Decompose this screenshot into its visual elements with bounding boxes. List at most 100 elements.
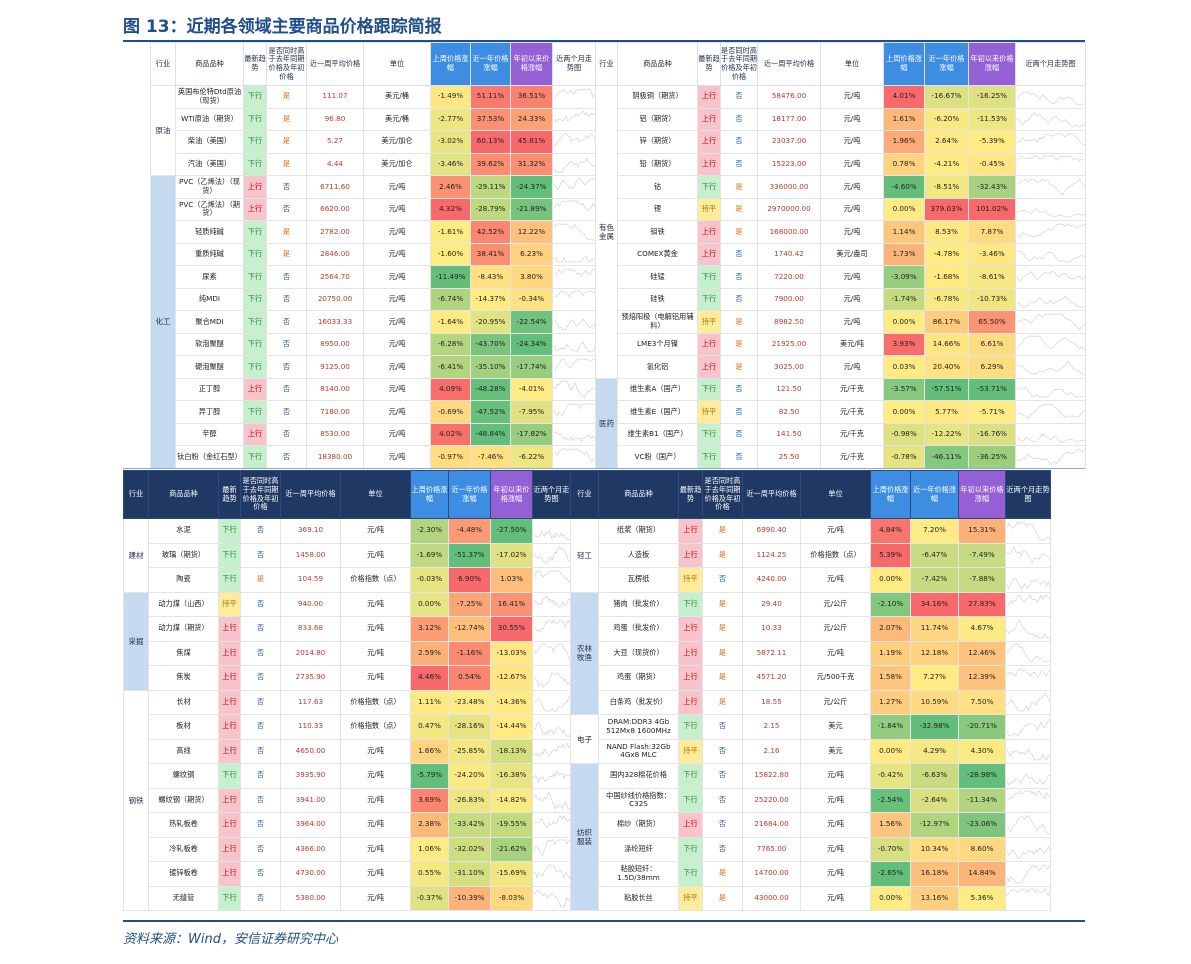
- weekly-change: 4.09%: [430, 377, 471, 402]
- unit: 元/吨: [340, 763, 411, 789]
- commodity-name: 维生素E（国产）: [617, 400, 698, 424]
- ytd-change: -11.53%: [968, 107, 1016, 132]
- ytd-change: -0.34%: [510, 287, 553, 312]
- column-header: 近一周平均价格: [742, 470, 801, 519]
- unit: 美元/吨: [820, 332, 884, 357]
- weekly-change: -2.65%: [870, 861, 911, 887]
- commodity-name: 锌（期货）: [617, 130, 698, 154]
- sparkline: [552, 355, 596, 379]
- avg-price: 21684.00: [742, 812, 801, 838]
- trend-badge: 上行: [218, 640, 241, 666]
- ytd-change: 6.29%: [968, 355, 1016, 379]
- trend-badge: 下行: [243, 287, 267, 312]
- commodity-name: 重质纯碱: [175, 242, 244, 267]
- commodity-name: 氢化铝: [617, 355, 698, 379]
- avg-price: 5872.11: [742, 640, 801, 666]
- sparkline: [552, 175, 596, 199]
- yearly-change: -25.85%: [448, 738, 491, 764]
- table-row: 维生素B1（国产） 下行否 141.50 元/千克 -0.98% -12.22% -16.7…: [596, 422, 1086, 447]
- commodity-name: 镀锌板卷: [148, 861, 219, 887]
- unit: 元/吨: [363, 265, 431, 289]
- avg-price: 3941.00: [280, 787, 341, 813]
- table-row: 纯MDI 下行否 20750.00 元/吨 -6.74% -14.37% -0.34%: [151, 287, 596, 312]
- unit: 元/吨: [820, 85, 884, 109]
- weekly-change: 4.46%: [410, 665, 449, 691]
- trend-badge: 上行: [697, 332, 721, 357]
- sparkline: [1005, 665, 1051, 691]
- avg-price: 6620.00: [306, 197, 364, 222]
- sparkline: [1015, 422, 1086, 447]
- weekly-change: 0.47%: [410, 714, 449, 740]
- weekly-change: -1.69%: [410, 542, 449, 568]
- sparkline: [532, 640, 571, 666]
- avg-price: 15822.80: [742, 763, 801, 789]
- header-row: 行业 商品品种 最新趋势 是否同时高于去年同期价格及年初价格 近一周平均价格 单位 上周价格…: [595, 42, 1086, 86]
- weekly-change: -6.28%: [430, 332, 471, 357]
- column-header: 近一周平均价格: [757, 42, 821, 86]
- column-header: 是否同时高于去年同期价格及年初价格: [266, 42, 307, 86]
- above-flag: 是: [702, 640, 743, 666]
- unit: 元/公斤: [800, 591, 871, 617]
- sparkline: [552, 152, 596, 177]
- avg-price: 7765.00: [742, 836, 801, 862]
- sparkline: [1005, 836, 1051, 862]
- above-flag: 否: [266, 310, 307, 334]
- trend-badge: 下行: [697, 265, 721, 289]
- table-row: 维生素E（国产） 持平否 82.50 元/千克 0.00% 5.77% -5.71%: [596, 400, 1086, 424]
- ytd-change: 31.32%: [510, 152, 553, 177]
- yearly-change: -7.46%: [470, 445, 511, 469]
- ytd-change: 7.50%: [958, 689, 1006, 715]
- unit: 元/吨: [800, 518, 871, 544]
- yearly-change: -14.37%: [470, 287, 511, 312]
- unit: 元/吨: [800, 640, 871, 666]
- unit: 美元/盎司: [820, 242, 884, 267]
- table-row: 粘胶短纤：1.5D/38mm 下行是 14700.00 元/吨 -2.65% 16.18%…: [571, 861, 1051, 887]
- industry-label: 原油: [150, 84, 176, 177]
- commodity-name: 聚合MDI: [175, 310, 244, 334]
- weekly-change: -11.49%: [430, 265, 471, 289]
- sparkline: [1015, 85, 1086, 109]
- ytd-change: -16.38%: [490, 763, 533, 789]
- above-flag: 是: [240, 567, 281, 593]
- table-row: 轻质纯碱 下行是 2782.00 元/吨 -1.61% 42.52% 12.22%: [151, 220, 596, 244]
- column-header: 商品品种: [148, 470, 219, 519]
- trend-badge: 持平: [697, 400, 721, 424]
- commodity-name: 钴: [617, 175, 698, 199]
- trend-badge: 上行: [218, 616, 241, 642]
- column-header: 最新趋势: [218, 470, 241, 519]
- yearly-change: -20.95%: [470, 310, 511, 334]
- avg-price: 3935.90: [280, 763, 341, 789]
- table-row: 硅铁 下行否 7900.00 元/吨 -1.74% -6.78% -10.73%: [596, 287, 1086, 312]
- table-row: 锂持平是 2970000.00 元/吨 0.00% 379.03% 101.02%: [596, 197, 1086, 222]
- ytd-change: -36.25%: [968, 445, 1016, 469]
- unit: 元/吨: [363, 332, 431, 357]
- table-row: 辛醇 上行否 8530.00 元/吨 4.02% -48.84% -17.82%: [151, 422, 596, 447]
- avg-price: 8140.00: [306, 377, 364, 402]
- industry-label: 钢铁: [123, 689, 149, 911]
- above-flag: 否: [266, 197, 307, 222]
- yearly-change: 5.77%: [924, 400, 969, 424]
- title-rule: [123, 40, 1085, 42]
- column-header: 是否同时高于去年同期价格及年初价格: [240, 470, 281, 519]
- trend-badge: 上行: [678, 518, 703, 544]
- above-flag: 否: [240, 665, 281, 691]
- yearly-change: 38.41%: [470, 242, 511, 267]
- avg-price: 4240.00: [742, 567, 801, 593]
- trend-badge: 下行: [218, 885, 241, 911]
- column-header: 近两个月走势图: [1005, 470, 1051, 519]
- weekly-change: -6.74%: [430, 287, 471, 312]
- trend-badge: 持平: [678, 567, 703, 593]
- trend-badge: 上行: [678, 665, 703, 691]
- column-header: 商品品种: [617, 42, 698, 86]
- table-row: 硬泡聚醚 下行否 9125.00 元/吨 -6.41% -35.10% -17.74%: [151, 355, 596, 379]
- weekly-change: -1.61%: [430, 220, 471, 244]
- yearly-change: 16.18%: [910, 861, 959, 887]
- above-flag: 否: [266, 445, 307, 469]
- weekly-change: -0.03%: [410, 567, 449, 593]
- commodity-name: 钛白粉（金红石型）: [175, 445, 244, 469]
- weekly-change: 1.56%: [870, 812, 911, 838]
- yearly-change: -32.02%: [448, 836, 491, 862]
- commodity-name: 轻质纯碱: [175, 220, 244, 244]
- ytd-change: 4.30%: [958, 738, 1006, 764]
- avg-price: 1740.42: [757, 242, 821, 267]
